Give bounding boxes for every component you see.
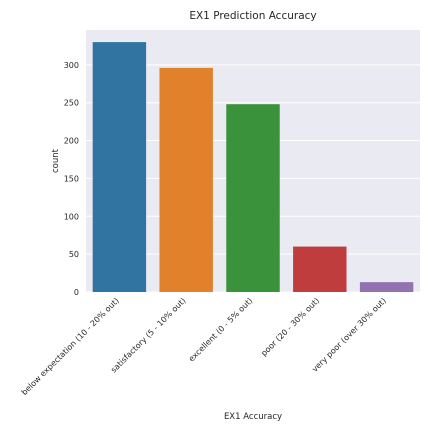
x-tick-label: poor (20 - 30% out) [259,296,321,358]
bar [159,67,213,293]
bar [359,282,414,292]
x-tick-label: very poor (over 30% out) [310,296,388,374]
bar [226,104,280,292]
x-axis-label: EX1 Accuracy [224,412,282,422]
x-tick-label: excellent (0 - 5% out) [187,296,254,363]
x-tick-label: satisfactory (5 - 10% out) [109,296,188,375]
y-axis-label: count [51,148,61,173]
bar [293,246,347,292]
x-tick-label: below expectation (10 - 20% out) [20,296,121,397]
x-tick-labels: below expectation (10 - 20% out)satisfac… [20,296,388,397]
y-tick-label: 0 [74,288,79,297]
bars [92,42,414,293]
chart-title: EX1 Prediction Accuracy [189,10,316,22]
y-tick-label: 100 [64,212,79,221]
bar [92,42,147,293]
y-tick-label: 250 [64,99,79,108]
y-tick-label: 150 [64,174,79,183]
y-tick-label: 300 [64,61,79,70]
y-tick-label: 50 [69,250,79,259]
y-tick-labels: 0 50 100 150 200 250 300 [64,61,79,297]
y-tick-label: 200 [64,137,79,146]
